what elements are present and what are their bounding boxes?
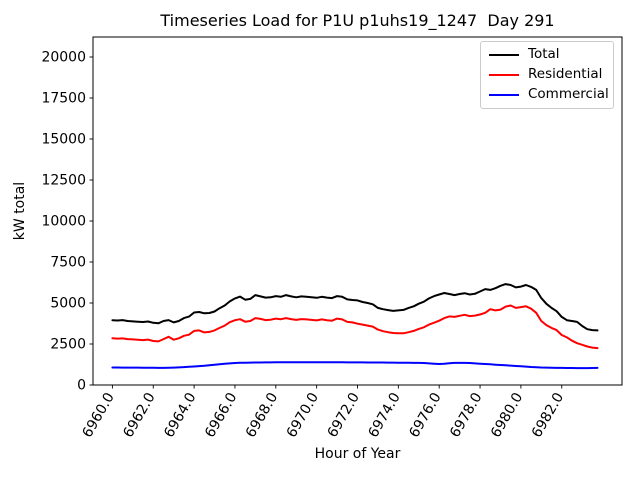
legend: Total Residential Commercial <box>480 41 614 109</box>
commercial-line-swatch <box>489 93 519 97</box>
x-tick-label: 6962.0 <box>120 390 158 440</box>
legend-label-total: Total <box>528 46 560 63</box>
y-tick-label: 2500 <box>50 337 86 353</box>
y-tick-label: 15000 <box>41 132 86 148</box>
x-tick-label: 6976.0 <box>406 390 444 440</box>
y-tick-label: 12500 <box>41 173 86 189</box>
y-tick-label: 17500 <box>41 91 86 107</box>
residential-line-swatch <box>489 73 519 77</box>
legend-label-commercial: Commercial <box>528 86 609 103</box>
legend-label-residential: Residential <box>528 66 603 83</box>
x-tick-label: 6978.0 <box>447 390 485 440</box>
chart-title: Timeseries Load for P1U p1uhs19_1247 Day… <box>160 11 555 30</box>
y-tick-label: 10000 <box>41 214 86 230</box>
y-tick-label: 20000 <box>41 50 86 66</box>
x-tick-label: 6966.0 <box>202 390 240 440</box>
total-line-swatch <box>489 53 519 57</box>
y-tick-label: 7500 <box>50 255 86 271</box>
x-tick-label: 6972.0 <box>325 390 363 440</box>
legend-item-commercial: Commercial <box>489 85 613 105</box>
x-tick-label: 6968.0 <box>243 390 281 440</box>
y-tick-label: 0 <box>77 378 86 394</box>
series-line-residential <box>111 304 599 350</box>
x-axis-label: Hour of Year <box>314 446 401 462</box>
series-line-total <box>111 283 599 332</box>
y-tick-label: 5000 <box>50 296 86 312</box>
x-tick-label: 6960.0 <box>80 390 118 440</box>
x-tick-label: 6970.0 <box>284 390 322 440</box>
x-tick-label: 6964.0 <box>161 390 199 440</box>
x-tick-label: 6980.0 <box>488 390 526 440</box>
x-tick-label: 6982.0 <box>529 390 567 440</box>
series-line-commercial <box>111 361 599 370</box>
legend-item-total: Total <box>489 45 613 65</box>
legend-item-residential: Residential <box>489 65 613 85</box>
x-tick-label: 6974.0 <box>365 390 403 440</box>
